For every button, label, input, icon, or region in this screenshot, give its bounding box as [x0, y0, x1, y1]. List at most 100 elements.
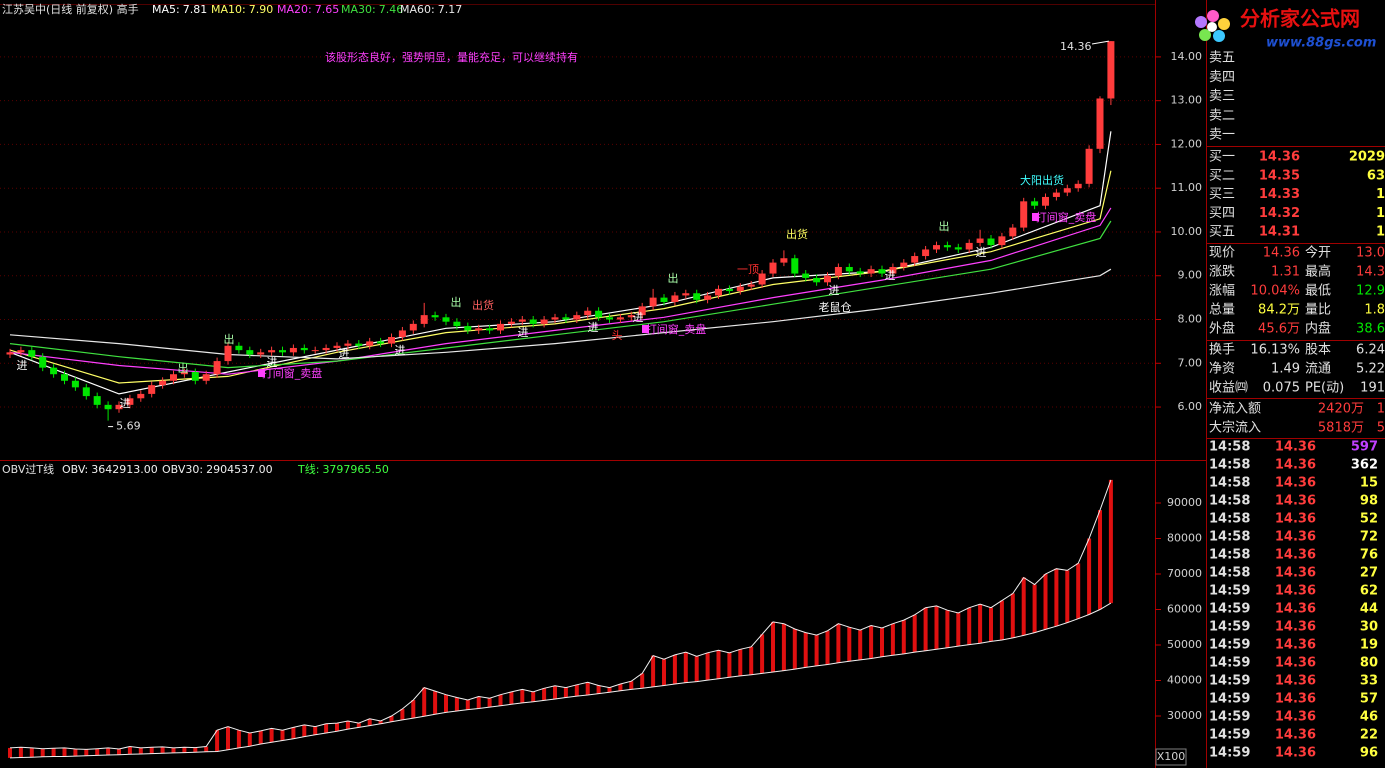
chart-title: 江苏吴中(日线 前复权) 高手 — [2, 2, 139, 16]
logo: 分析家公式网 www.88gs.com — [1195, 7, 1376, 51]
chart-title: OBV过T线 — [2, 462, 54, 476]
ask-label: 卖五 — [1209, 51, 1235, 66]
signal-label: 出 — [451, 295, 462, 309]
candle-body — [475, 328, 483, 331]
candle-body — [257, 352, 265, 355]
candle-body — [213, 361, 221, 375]
signal-label: 出货 — [472, 298, 494, 312]
candle-body — [715, 288, 722, 296]
y-tick-label: 60000 — [1167, 602, 1202, 615]
candle-body — [878, 269, 886, 274]
quote-value: 1.8 — [1364, 303, 1385, 318]
quote-label: 内盘 — [1305, 321, 1331, 337]
quote-value: 1.31 — [1271, 265, 1300, 280]
quote-value: 38.6 — [1356, 322, 1385, 337]
candle-body — [464, 326, 472, 331]
candle-body — [845, 266, 853, 272]
trade-price: 14.36 — [1275, 674, 1316, 689]
trade-time: 14:59 — [1209, 692, 1250, 707]
candle-body — [1052, 192, 1060, 197]
candle-body — [148, 385, 156, 394]
candle-body — [355, 343, 363, 346]
quote-value: 14.3 — [1356, 265, 1385, 280]
logo-petal — [1207, 10, 1219, 22]
candle-body — [1063, 188, 1071, 193]
trade-volume: 80 — [1360, 656, 1378, 671]
candle-body — [584, 310, 592, 316]
candle-body — [224, 345, 232, 362]
bid-volume: 63 — [1367, 168, 1385, 183]
trade-volume: 362 — [1351, 458, 1378, 473]
legend-name: MA10: — [211, 3, 246, 16]
y-tick-label: 8.00 — [1178, 313, 1203, 326]
legend-entry: MA10: 7.90 — [211, 3, 273, 16]
candle-body — [802, 273, 810, 278]
trade-time: 14:59 — [1209, 656, 1250, 671]
legend-value: 7.65 — [315, 3, 340, 16]
candle-body — [104, 404, 112, 410]
candle-body — [486, 328, 494, 331]
candle-body — [344, 343, 352, 346]
trade-time: 14:58 — [1209, 494, 1250, 509]
trade-volume: 98 — [1360, 494, 1378, 509]
y-tick-label: 40000 — [1167, 673, 1202, 686]
signal-label: 头 — [612, 329, 623, 342]
trade-volume: 96 — [1360, 746, 1378, 761]
high-pointer — [1091, 40, 1109, 45]
bid-price: 14.31 — [1259, 225, 1300, 240]
candle-body — [551, 317, 559, 320]
candle-body — [1020, 201, 1028, 228]
candle-body — [1042, 196, 1049, 206]
quote-label: 今开 — [1305, 245, 1331, 261]
candle-body — [638, 306, 646, 316]
candle-body — [813, 277, 821, 283]
candle-body — [889, 266, 897, 274]
y-tick-label: 90000 — [1167, 496, 1202, 509]
candle-body — [453, 321, 461, 327]
signal-label: 打间窗_卖盘 — [1036, 210, 1097, 224]
trade-price: 14.36 — [1275, 728, 1316, 743]
signal-label: 进 — [885, 269, 896, 282]
legend-entry: OBV30: 2904537.00 — [162, 463, 273, 476]
trade-time: 14:58 — [1209, 566, 1250, 581]
candle-body — [333, 345, 341, 348]
trade-volume: 597 — [1351, 440, 1378, 455]
candle-body — [289, 347, 297, 353]
bid-label: 买四 — [1209, 206, 1235, 221]
trade-price: 14.36 — [1275, 548, 1316, 563]
signal-label: 进 — [633, 311, 644, 324]
candle-body — [137, 393, 145, 399]
trade-price: 14.36 — [1275, 602, 1316, 617]
signal-label: 进 — [267, 356, 278, 369]
quote-value: 16.13% — [1250, 343, 1300, 358]
bid-volume: 1 — [1376, 206, 1385, 221]
candle-body — [540, 319, 548, 324]
trade-volume: 44 — [1360, 602, 1378, 617]
candle-body — [900, 262, 908, 267]
trade-volume: 72 — [1360, 530, 1378, 545]
quote-label: 最低 — [1305, 284, 1331, 299]
candle-body — [867, 269, 875, 274]
trade-price: 14.36 — [1275, 512, 1316, 527]
candle-body — [747, 284, 755, 287]
candle-body — [202, 374, 210, 381]
legend-name: MA5: — [152, 3, 180, 16]
quote-label: PE(动) — [1305, 381, 1344, 396]
trade-time: 14:58 — [1209, 440, 1250, 455]
quote-label: 量比 — [1305, 303, 1331, 318]
y-tick-label: 80000 — [1167, 532, 1202, 545]
trade-time: 14:59 — [1209, 710, 1250, 725]
trade-time: 14:59 — [1209, 602, 1250, 617]
quote-value: 1.49 — [1271, 362, 1300, 377]
trade-time: 14:59 — [1209, 620, 1250, 635]
trade-time: 14:58 — [1209, 458, 1250, 473]
candle-body — [409, 323, 417, 331]
trade-volume: 27 — [1360, 566, 1378, 581]
trade-price: 14.36 — [1275, 440, 1316, 455]
candle-body — [170, 374, 177, 381]
trade-price: 14.36 — [1275, 638, 1316, 653]
flow-value: 2420万 — [1318, 402, 1364, 417]
ask-label: 卖二 — [1209, 108, 1235, 123]
trade-price: 14.36 — [1275, 584, 1316, 599]
